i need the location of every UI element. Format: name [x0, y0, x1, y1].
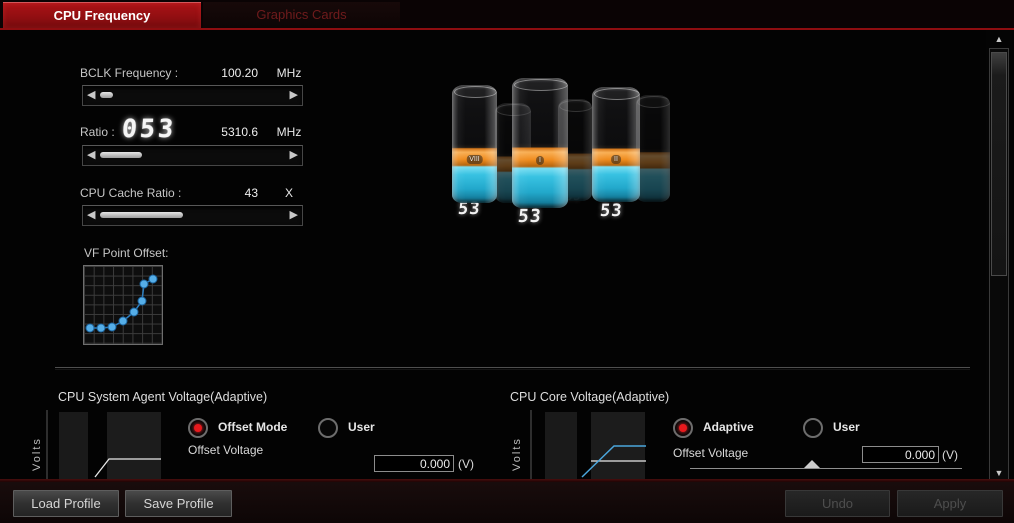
sa-offset-mode-radio[interactable] — [188, 418, 208, 438]
tab-graphics-cards[interactable]: Graphics Cards — [203, 2, 400, 28]
cylinder-back — [636, 95, 670, 202]
core-offset-slider-track[interactable] — [690, 468, 962, 469]
core-multiplier: 53 — [516, 206, 543, 227]
core-user-radio-label: User — [833, 420, 860, 434]
vf-curve — [85, 274, 158, 333]
sa-user-radio[interactable] — [318, 418, 338, 438]
ratio-unit: MHz — [276, 125, 302, 139]
ratio-value: 5310.6 — [221, 125, 258, 139]
scroll-down-icon[interactable]: ▼ — [994, 468, 1004, 478]
core-user-radio[interactable] — [803, 418, 823, 438]
ratio-label: Ratio : — [80, 125, 115, 139]
vertical-scrollbar[interactable]: ▲ ▼ — [986, 30, 1012, 490]
cpu-cache-ratio-label: CPU Cache Ratio : — [80, 186, 182, 200]
slider-left-arrow-icon[interactable]: ◀ — [87, 89, 96, 101]
core-offset-voltage-unit: (V) — [942, 448, 958, 462]
core-offset-slider-handle[interactable] — [804, 460, 820, 468]
apply-button[interactable]: Apply — [897, 490, 1003, 517]
sa-offset-voltage-input[interactable] — [374, 455, 454, 472]
core-multiplier: 53 — [598, 201, 624, 221]
save-profile-button[interactable]: Save Profile — [125, 490, 232, 517]
tab-cpu-frequency[interactable]: CPU Frequency — [3, 2, 201, 29]
undo-button[interactable]: Undo — [785, 490, 890, 517]
bclk-frequency-value: 100.20 — [221, 66, 258, 80]
core-number-tag: I — [536, 156, 544, 166]
bclk-frequency-unit: MHz — [276, 66, 302, 80]
section-divider — [55, 367, 970, 368]
cylinder-core: I — [512, 78, 568, 208]
sa-user-radio-label: User — [348, 420, 375, 434]
ratio-slider[interactable]: ◀ ▶ — [82, 145, 303, 166]
slider-right-arrow-icon[interactable]: ▶ — [289, 89, 298, 101]
sa-voltage-title: CPU System Agent Voltage(Adaptive) — [58, 390, 268, 404]
sa-voltage-graph — [46, 410, 161, 480]
cylinder-core: VIII — [452, 85, 497, 203]
cpu-cache-ratio-value: 43 — [244, 186, 258, 200]
core-voltage-title: CPU Core Voltage(Adaptive) — [510, 390, 670, 404]
vf-point-offset-chart[interactable] — [83, 265, 163, 345]
ratio-slider-handle[interactable] — [100, 152, 142, 158]
bclk-frequency-label: BCLK Frequency : — [80, 66, 179, 80]
bclk-slider-handle[interactable] — [100, 92, 113, 98]
tab-bar: CPU Frequency Graphics Cards — [0, 0, 1014, 29]
core-voltage-graph — [530, 410, 646, 480]
core-adaptive-radio[interactable] — [673, 418, 693, 438]
scroll-up-icon[interactable]: ▲ — [994, 34, 1004, 44]
ratio-digital-display: 053 — [120, 114, 178, 143]
core-frequency-cylinders: VIII I II 53 53 53 53 53 53 — [440, 75, 675, 235]
slider-left-arrow-icon[interactable]: ◀ — [87, 149, 96, 161]
footer-bar: Load Profile Save Profile Undo Apply — [0, 482, 1014, 523]
scrollbar-track[interactable] — [989, 48, 1009, 490]
cpu-cache-ratio-slider[interactable]: ◀ ▶ — [82, 205, 303, 226]
slider-right-arrow-icon[interactable]: ▶ — [289, 209, 298, 221]
core-offset-voltage-input[interactable] — [862, 446, 939, 463]
sa-offset-voltage-label: Offset Voltage — [188, 443, 264, 457]
core-adaptive-radio-label: Adaptive — [703, 420, 754, 434]
bclk-frequency-slider[interactable]: ◀ ▶ — [82, 85, 303, 106]
footer-divider — [0, 479, 1014, 482]
sa-offset-voltage-unit: (V) — [458, 457, 474, 471]
sa-offset-mode-radio-label: Offset Mode — [218, 420, 288, 434]
slider-right-arrow-icon[interactable]: ▶ — [289, 149, 298, 161]
vf-point-offset-label: VF Point Offset: — [84, 246, 169, 260]
core-offset-voltage-label: Offset Voltage — [673, 446, 749, 460]
slider-left-arrow-icon[interactable]: ◀ — [87, 209, 96, 221]
cylinder-core: II — [592, 87, 640, 202]
load-profile-button[interactable]: Load Profile — [13, 490, 119, 517]
core-number-tag: II — [611, 155, 621, 165]
scrollbar-thumb[interactable] — [991, 52, 1007, 276]
core-number-tag: VIII — [466, 155, 483, 165]
cache-slider-handle[interactable] — [100, 212, 183, 218]
tab-underline — [0, 28, 1014, 30]
cpu-cache-ratio-unit: X — [284, 186, 293, 200]
